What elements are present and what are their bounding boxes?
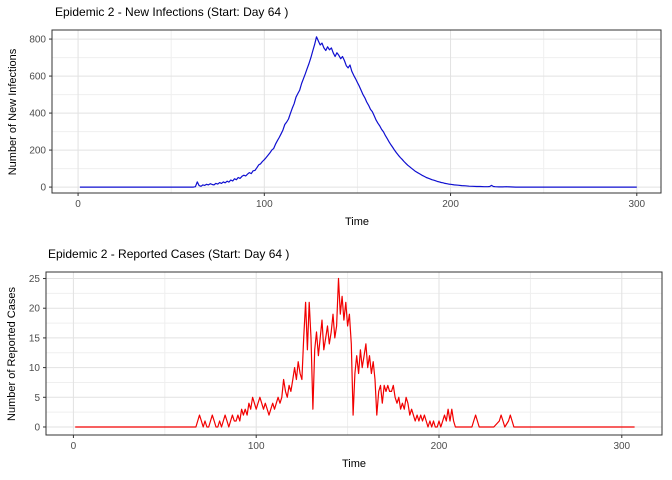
y-tick-label: 600	[29, 72, 46, 83]
y-tick-label: 800	[29, 35, 46, 46]
y-tick-label: 0	[34, 422, 40, 433]
x-tick-label: 0	[75, 199, 81, 210]
panel-background	[46, 272, 662, 435]
x-tick-label: 300	[628, 199, 645, 210]
x-tick-label: 100	[248, 441, 265, 452]
epidemic-charts: 01002003000200400600800 Epidemic 2 - New…	[0, 0, 672, 480]
x-tick-label: 200	[431, 441, 448, 452]
plot-reported-cases: 0 100 200 300 0 5 10 15 20 25	[0, 240, 672, 480]
y-tick-label: 0	[40, 183, 46, 194]
y-tick-label: 15	[29, 333, 41, 344]
y-tick-label: 20	[29, 304, 41, 315]
y-axis-label-reported-cases: Number of Reported Cases	[6, 287, 18, 421]
figure-reported-cases: 0 100 200 300 0 5 10 15 20 25 Epidemic 2 - Report…	[0, 240, 672, 480]
x-axis-label-reported-cases: Time	[342, 458, 366, 470]
x-tick-label: 200	[442, 199, 459, 210]
y-tick-label: 200	[29, 146, 46, 157]
y-tick-label: 5	[34, 393, 40, 404]
y-tick-label: 10	[29, 363, 41, 374]
x-tick-label: 100	[256, 199, 273, 210]
chart-title-reported-cases: Epidemic 2 - Reported Cases (Start: Day …	[48, 247, 289, 261]
y-axis-label-new-infections: Number of New Infections	[7, 49, 19, 176]
x-axis-label-new-infections: Time	[345, 216, 369, 228]
y-tick-label: 400	[29, 109, 46, 120]
plot-new-infections: 0 100 200 300 0 200 400 600 800	[0, 0, 672, 240]
x-tick-label: 300	[613, 441, 630, 452]
y-tick-label: 25	[29, 274, 41, 285]
chart-title-new-infections: Epidemic 2 - New Infections (Start: Day …	[55, 5, 288, 19]
x-tick-label: 0	[71, 441, 77, 452]
figure-new-infections: 0 100 200 300 0 200 400 600 800 Epidemic 2 - New…	[0, 0, 672, 240]
